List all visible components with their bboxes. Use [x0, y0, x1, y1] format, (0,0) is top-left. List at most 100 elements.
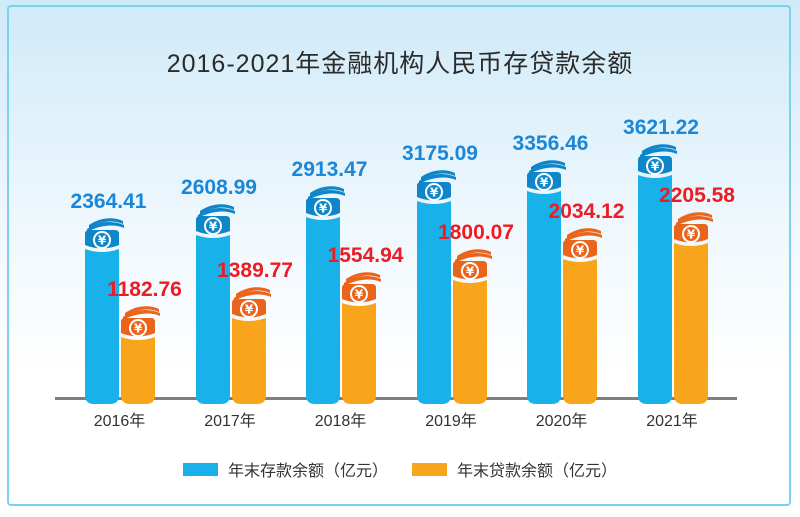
deposit-bar: ¥ — [195, 204, 235, 404]
banknote-flap-icon — [344, 275, 381, 286]
yen-coin-icon — [93, 231, 111, 249]
deposit-value-label: 2364.41 — [70, 190, 147, 213]
chart-title: 2016-2021年金融机构人民币存贷款余额 — [166, 50, 634, 78]
yen-coin-icon — [571, 241, 589, 259]
bar-cap — [452, 261, 487, 280]
bar-body — [452, 280, 487, 404]
bar-cap — [342, 284, 376, 303]
yen-coin-icon — [129, 319, 147, 337]
bar-body — [416, 201, 451, 404]
loan-legend-swatch — [412, 462, 447, 476]
banknote-flap-icon — [639, 147, 677, 158]
yen-coin-icon — [203, 217, 222, 235]
year-label: 2019年 — [425, 413, 477, 430]
loan-bar: ¥ — [231, 287, 271, 404]
bar-body — [637, 175, 672, 404]
bar-body — [306, 217, 340, 404]
loan-bar: ¥ — [452, 249, 492, 404]
yen-symbol: ¥ — [650, 160, 659, 174]
banknote-flap-icon — [310, 186, 344, 196]
banknote-flap-icon — [529, 163, 566, 174]
yen-symbol: ¥ — [244, 303, 253, 317]
x-axis-line — [55, 397, 737, 400]
chart-legend: 年末存款余额（亿元） 年末贷款余额（亿元） — [0, 457, 800, 481]
loan-bar: ¥ — [342, 272, 381, 404]
deposit-value-label: 2913.47 — [291, 158, 368, 181]
yen-symbol: ¥ — [429, 186, 438, 200]
yen-symbol: ¥ — [465, 265, 474, 279]
yen-symbol: ¥ — [319, 202, 328, 216]
yen-symbol: ¥ — [134, 322, 143, 336]
bar-body — [85, 249, 119, 404]
loan-value-label: 1800.07 — [438, 221, 514, 244]
yen-coin-icon — [314, 199, 332, 217]
deposit-bar: ¥ — [416, 170, 456, 404]
bar-cap — [195, 216, 230, 235]
bar-cap — [85, 230, 119, 249]
deposit-legend-label: 年末存款余额（亿元） — [227, 463, 388, 480]
yen-symbol: ¥ — [576, 244, 585, 258]
deposit-bar: ¥ — [306, 186, 345, 404]
banknote-flap-icon — [197, 207, 235, 218]
yen-symbol: ¥ — [686, 228, 695, 242]
yen-coin-icon — [239, 300, 258, 318]
bar-body — [231, 318, 266, 404]
banknote-flap-icon — [565, 231, 602, 242]
deposit-bar: ¥ — [637, 144, 677, 404]
legend-item-deposit: 年末存款余额（亿元） — [182, 457, 388, 481]
year-label: 2020年 — [535, 413, 588, 430]
banknote-flap-icon — [123, 309, 160, 320]
year-label: 2018年 — [314, 413, 367, 430]
bar-cap — [527, 172, 561, 191]
banknote-flap-icon — [677, 212, 712, 222]
banknote-flap-icon — [454, 252, 492, 263]
bar-cap — [563, 240, 597, 259]
yen-coin-icon — [535, 173, 553, 191]
yen-symbol: ¥ — [355, 288, 364, 302]
year-label: 2021年 — [646, 413, 698, 430]
loan-bar: ¥ — [563, 228, 602, 404]
banknote-flap-icon — [125, 306, 159, 316]
deposit-value-label: 2608.99 — [181, 176, 257, 199]
yen-symbol: ¥ — [540, 176, 549, 190]
banknote-flap-icon — [235, 287, 270, 297]
loan-value-label: 1554.94 — [327, 244, 404, 267]
year-label: 2017年 — [204, 413, 256, 430]
deposit-value-label: 3356.46 — [512, 132, 589, 155]
loan-bar: ¥ — [673, 212, 713, 404]
bar-body — [527, 191, 561, 404]
loan-bar: ¥ — [121, 306, 160, 404]
yen-symbol: ¥ — [98, 234, 107, 248]
bar-cap — [637, 156, 672, 175]
banknote-flap-icon — [418, 173, 456, 184]
deposit-value-label: 3621.22 — [623, 116, 699, 139]
bar-cap — [416, 182, 451, 201]
yen-coin-icon — [460, 262, 479, 280]
yen-coin-icon — [350, 285, 368, 303]
loan-value-label: 1389.77 — [217, 259, 293, 282]
banknote-flap-icon — [233, 290, 271, 301]
banknote-flap-icon — [420, 170, 455, 180]
loan-legend-label: 年末贷款余额（亿元） — [457, 463, 618, 480]
deposit-value-label: 3175.09 — [402, 142, 478, 165]
bar-body — [563, 259, 597, 404]
loan-value-label: 2205.58 — [659, 184, 735, 207]
deposit-bar: ¥ — [85, 218, 124, 404]
banknote-flap-icon — [641, 144, 676, 154]
loan-value-label: 2034.12 — [548, 200, 625, 223]
bar-body — [195, 235, 230, 404]
loan-value-label: 1182.76 — [107, 278, 182, 301]
banknote-flap-icon — [87, 221, 124, 232]
yen-symbol: ¥ — [208, 220, 217, 234]
banknote-flap-icon — [346, 272, 380, 282]
bar-cap — [306, 198, 340, 217]
bar-cap — [231, 299, 266, 318]
yen-coin-icon — [681, 225, 700, 243]
deposit-bar: ¥ — [527, 160, 566, 404]
bar-body — [673, 243, 708, 404]
banknote-flap-icon — [567, 228, 601, 238]
banknote-flap-icon — [308, 189, 345, 200]
bar-body — [342, 303, 376, 404]
banknote-flap-icon — [675, 215, 713, 226]
legend-item-loan: 年末贷款余额（亿元） — [412, 457, 617, 481]
